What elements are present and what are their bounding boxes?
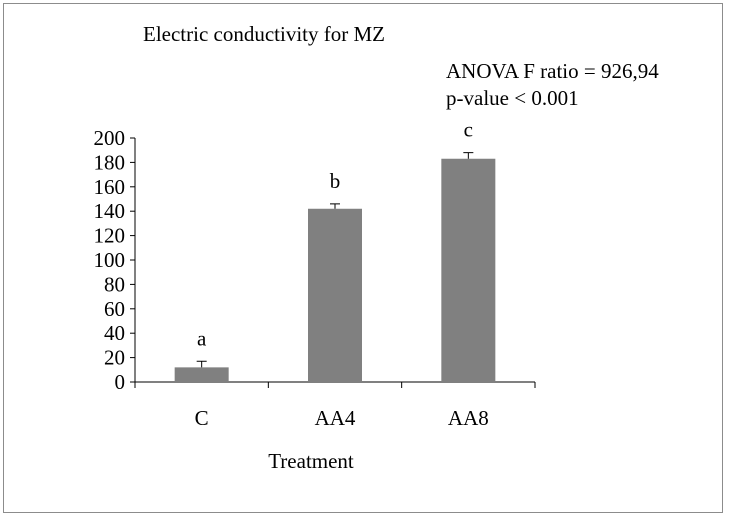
anova-annotation: ANOVA F ratio = 926,94 [446, 59, 659, 83]
chart-frame [3, 3, 723, 513]
y-tick-label: 80 [104, 272, 125, 296]
bar [174, 367, 229, 382]
bars: a b c [174, 118, 496, 382]
y-tick-label: 140 [94, 199, 126, 223]
bar [441, 158, 496, 382]
y-tick-label: 40 [104, 321, 125, 345]
y-tick-label: 180 [94, 150, 126, 174]
y-tick-label: 200 [94, 126, 126, 150]
y-tick-label: 100 [94, 248, 126, 272]
x-axis-title: Treatment [268, 449, 354, 473]
y-tick-label: 160 [94, 175, 126, 199]
y-tick-label: 0 [115, 370, 126, 394]
significance-label: a [197, 326, 207, 350]
bar [308, 208, 362, 382]
x-tick-label: AA8 [448, 406, 489, 430]
y-tick-label: 120 [94, 224, 126, 248]
x-axis: C AA4 AA8 [134, 381, 536, 430]
chart-title: Electric conductivity for MZ [143, 22, 385, 46]
significance-label: b [330, 169, 341, 193]
x-tick-label: C [195, 406, 209, 430]
y-tick-label: 20 [104, 346, 125, 370]
x-tick-label: AA4 [315, 406, 356, 430]
y-tick-label: 60 [104, 297, 125, 321]
significance-label: c [464, 118, 473, 142]
p-value-annotation: p-value < 0.001 [446, 86, 579, 110]
